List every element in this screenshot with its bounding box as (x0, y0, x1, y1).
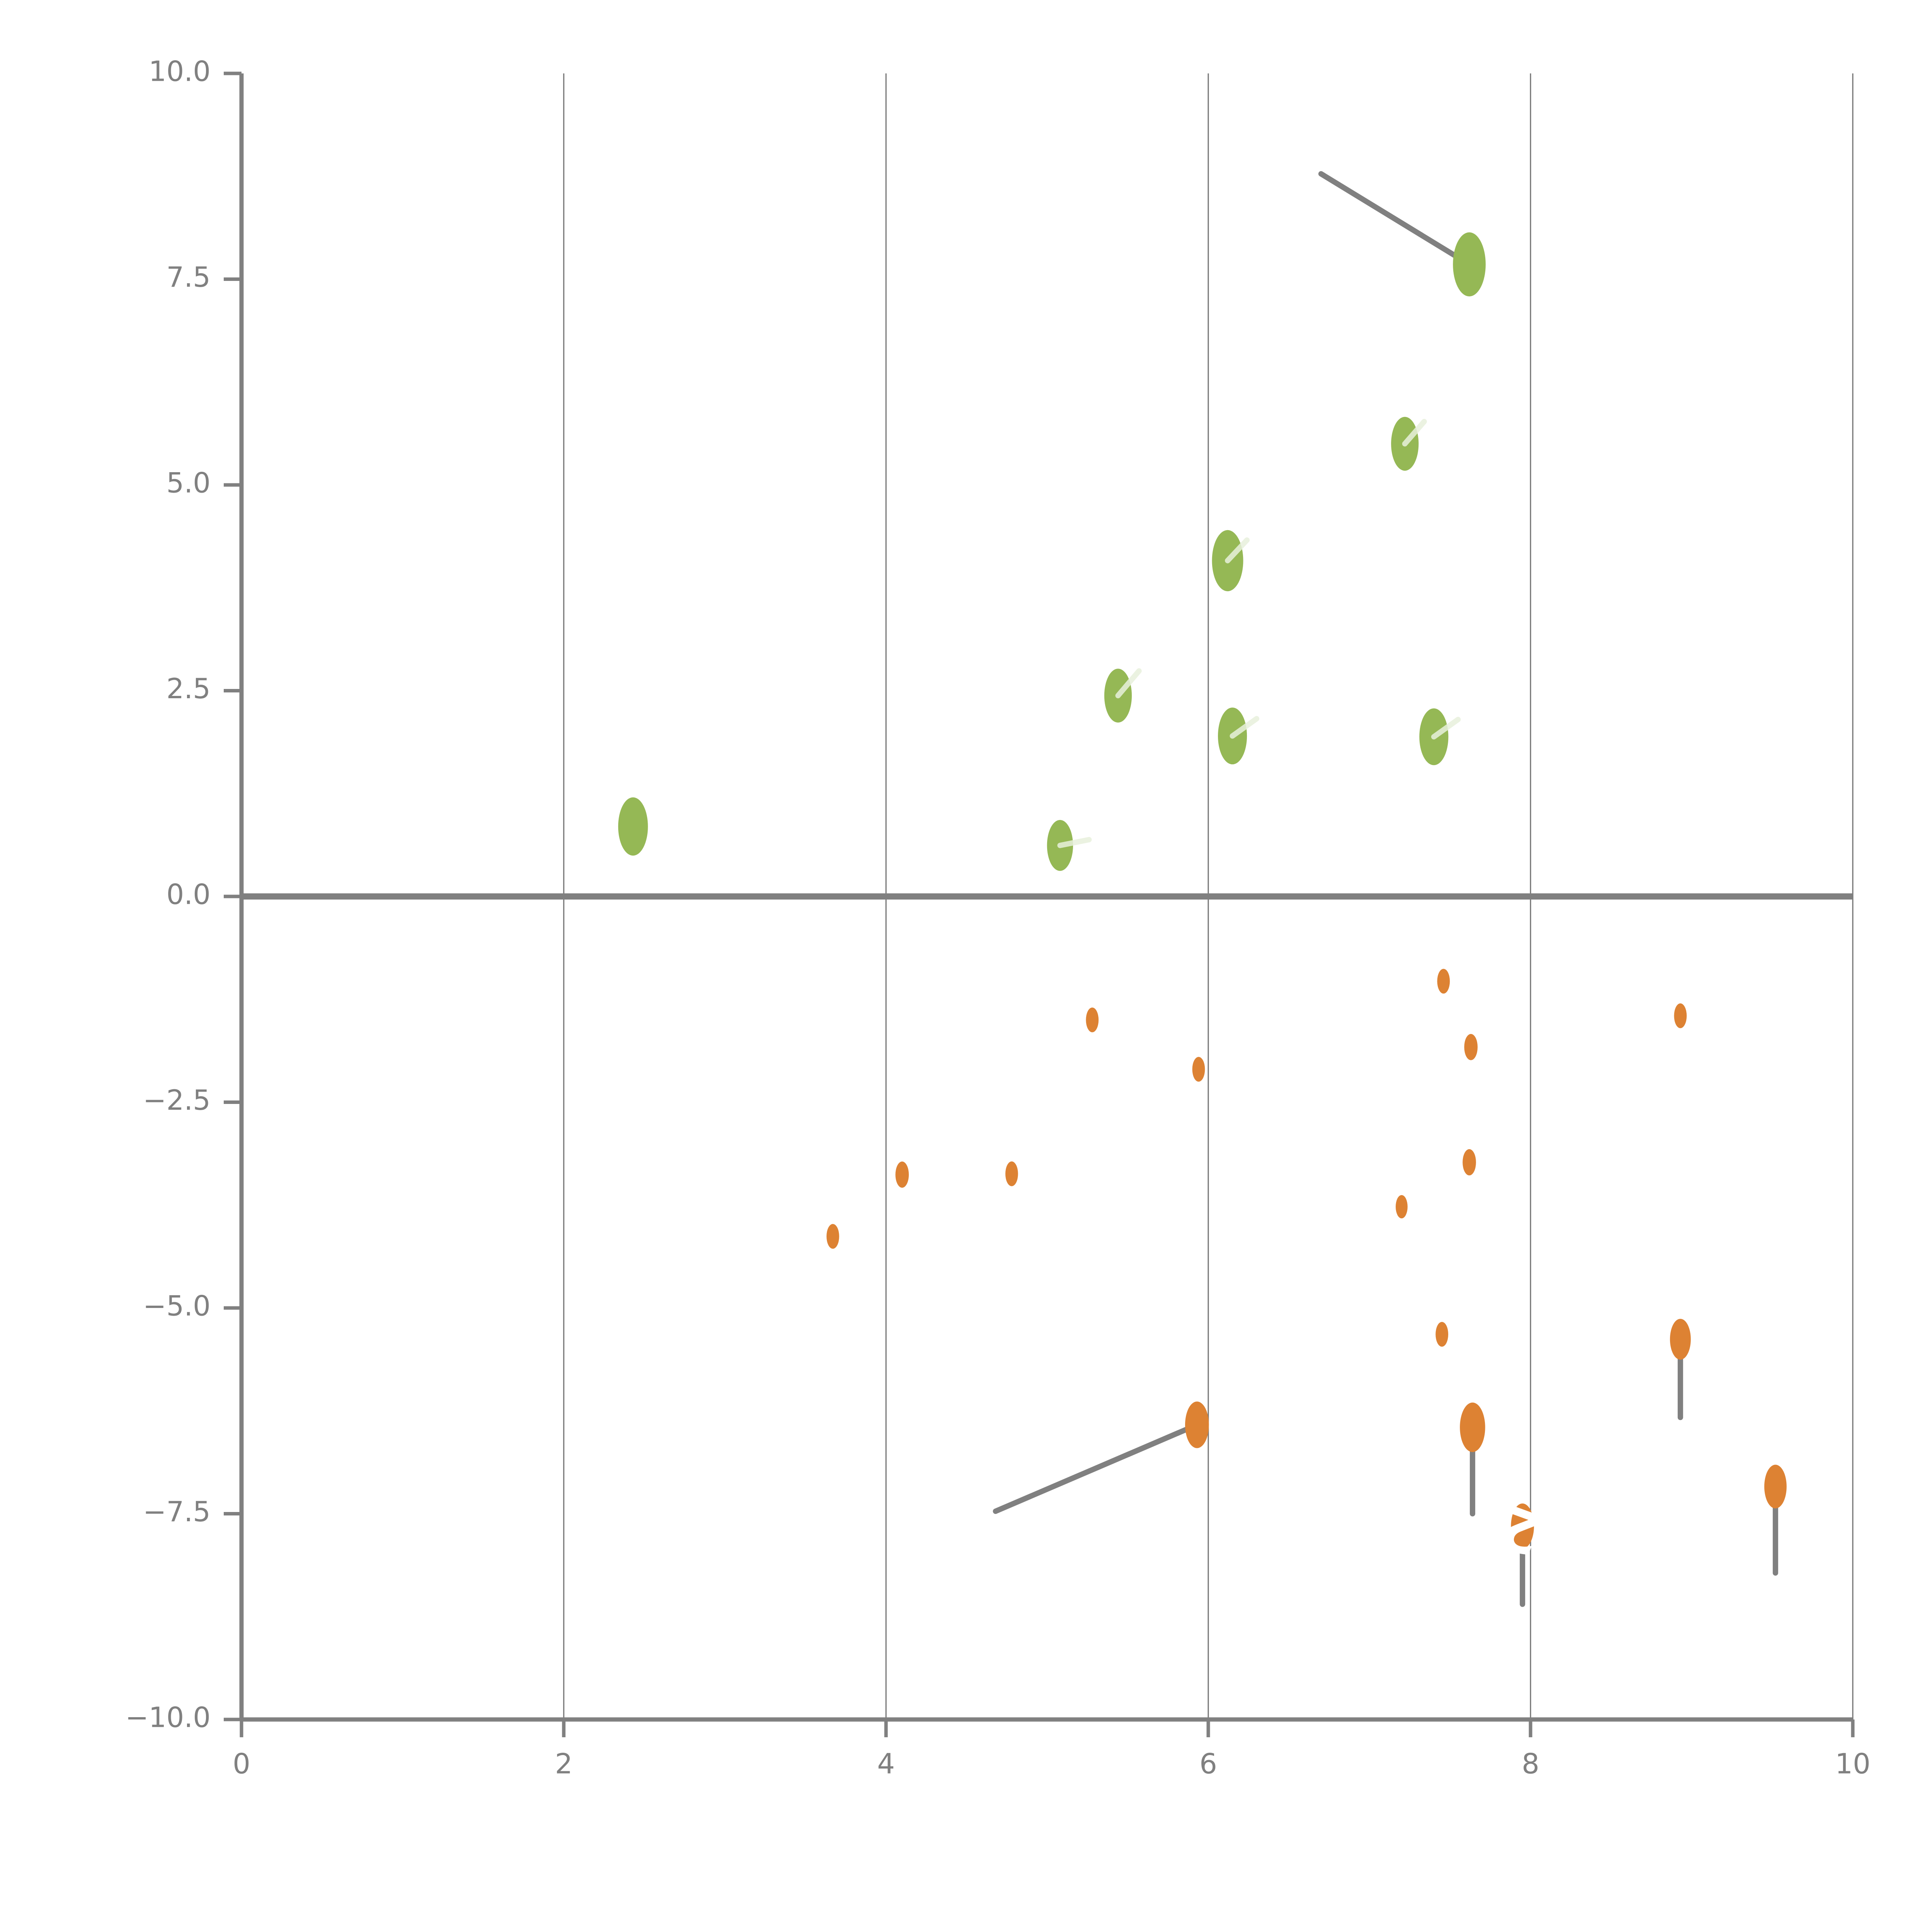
whisker-positive-3 (1115, 668, 1142, 699)
y-tick-label-4: 0.0 (166, 878, 211, 911)
whisker-lines (993, 171, 1778, 1607)
x-tick-label-4: 8 (1522, 1748, 1539, 1780)
marker-negative-5 (1463, 1149, 1476, 1175)
whisker-positive-0 (1318, 171, 1472, 267)
whisker-negative-12 (993, 1422, 1200, 1514)
marker-negative-12 (1185, 1401, 1209, 1448)
y-tick-label-1: −7.5 (143, 1495, 211, 1528)
y-tick-label-0: −10.0 (125, 1701, 211, 1734)
x-tick-label-0: 0 (233, 1748, 250, 1780)
marker-negative-7 (1005, 1161, 1018, 1186)
y-tick-label-6: 5.0 (166, 467, 211, 499)
marker-positive-0 (1453, 232, 1486, 297)
y-tick-label-5: 2.5 (166, 672, 211, 705)
whisker-positive-2 (1225, 537, 1250, 563)
y-tick-label-7: 7.5 (166, 261, 211, 293)
marker-negative-8 (1395, 1195, 1408, 1219)
marker-negative-1 (1674, 1003, 1687, 1028)
marker-negative-0 (1437, 969, 1450, 994)
data-markers (618, 232, 1787, 1549)
marker-negative-9 (827, 1224, 839, 1249)
marker-annotation-0: 2 (1491, 1491, 1552, 1568)
marker-negative-15 (1511, 1503, 1534, 1549)
y-tick-label-8: 10.0 (149, 55, 211, 88)
marker-negative-11 (1670, 1319, 1691, 1360)
marker-negative-10 (1435, 1322, 1449, 1347)
x-tick-label-5: 10 (1835, 1748, 1871, 1780)
whisker-positive-1 (1402, 418, 1427, 447)
marker-annotations: 2 (1057, 418, 1552, 1568)
x-tick-label-1: 2 (555, 1748, 573, 1780)
whisker-positive-4 (1230, 716, 1260, 739)
marker-positive-6 (618, 797, 648, 856)
tick-labels: −10.0 −7.5 −5.0 −2.5 0.0 2.5 5.0 7.5 10.0 0 2 4 6 8 10 (125, 55, 1870, 1780)
y-tick-label-2: −5.0 (143, 1290, 211, 1322)
whisker-positive-5 (1431, 717, 1461, 740)
marker-negative-2 (1086, 1007, 1099, 1032)
marker-negative-13 (1460, 1402, 1485, 1452)
marker-negative-14 (1764, 1464, 1787, 1509)
marker-negative-3 (1464, 1034, 1478, 1060)
tick-marks (224, 71, 1855, 1737)
y-tick-label-3: −2.5 (143, 1084, 211, 1116)
marker-negative-6 (895, 1162, 909, 1188)
x-tick-label-3: 6 (1199, 1748, 1217, 1780)
marker-negative-4 (1192, 1057, 1205, 1082)
whisker-positive-7 (1057, 837, 1092, 848)
x-tick-label-2: 4 (877, 1748, 895, 1780)
